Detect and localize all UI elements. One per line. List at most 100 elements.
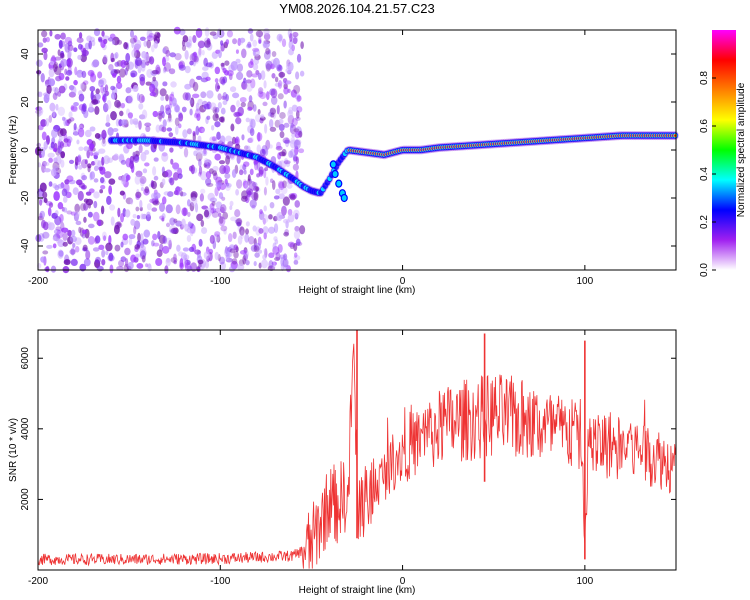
noise-speck — [50, 168, 57, 177]
noise-speck — [182, 247, 190, 252]
noise-speck — [41, 219, 46, 229]
noise-speck — [112, 72, 117, 78]
noise-speck — [57, 106, 66, 116]
noise-speck — [134, 150, 140, 157]
noise-speck — [157, 230, 161, 240]
spectrogram-x-label: Height of straight line (km) — [299, 285, 416, 296]
noise-speck — [168, 132, 174, 138]
y-tick-label: 6000 — [20, 347, 31, 370]
noise-speck — [168, 112, 172, 122]
noise-speck — [287, 241, 295, 248]
noise-speck — [192, 60, 196, 67]
noise-speck — [159, 88, 167, 97]
noise-speck — [167, 191, 174, 198]
noise-speck — [194, 249, 201, 255]
noise-speck — [217, 102, 222, 109]
noise-speck — [263, 80, 267, 89]
noise-speck — [294, 139, 302, 146]
noise-speck — [195, 108, 201, 118]
noise-speck — [252, 39, 258, 47]
noise-speck — [197, 135, 202, 143]
noise-speck — [138, 144, 143, 154]
noise-speck — [282, 264, 289, 270]
noise-speck — [267, 226, 276, 234]
noise-speck — [79, 203, 86, 212]
noise-speck — [139, 178, 145, 187]
noise-speck — [257, 249, 263, 254]
noise-speck — [129, 37, 137, 44]
noise-speck — [209, 31, 217, 36]
noise-speck — [171, 227, 177, 234]
noise-speck — [119, 110, 124, 117]
noise-speck — [209, 136, 216, 143]
noise-speck — [36, 70, 42, 75]
noise-speck — [74, 245, 80, 253]
noise-speck — [87, 69, 95, 77]
noise-speck — [140, 186, 144, 192]
noise-speck — [276, 104, 280, 115]
noise-speck — [277, 152, 282, 160]
y-tick-label: -40 — [20, 238, 31, 253]
noise-speck — [66, 59, 72, 66]
noise-speck — [214, 106, 220, 114]
noise-speck — [76, 155, 82, 166]
noise-speck — [129, 155, 134, 165]
noise-speck — [201, 49, 205, 56]
noise-speck — [48, 181, 53, 187]
noise-speck — [37, 162, 42, 168]
noise-speck — [203, 251, 210, 260]
noise-speck — [196, 266, 201, 273]
noise-speck — [216, 131, 221, 141]
noise-speck — [131, 38, 135, 49]
noise-speck — [276, 141, 282, 150]
noise-speck — [195, 125, 200, 136]
noise-speck — [280, 186, 288, 195]
noise-speck — [87, 211, 93, 218]
noise-speck — [218, 192, 224, 199]
noise-speck — [200, 188, 206, 194]
noise-speck — [292, 163, 299, 171]
noise-speck — [241, 48, 247, 59]
noise-speck — [49, 30, 53, 37]
noise-speck — [58, 72, 65, 81]
noise-speck — [197, 40, 206, 49]
noise-speck — [132, 213, 137, 219]
noise-speck — [105, 242, 113, 252]
noise-speck — [294, 200, 301, 208]
noise-speck — [62, 116, 66, 121]
noise-speck — [199, 193, 205, 202]
noise-speck — [112, 53, 118, 60]
x-tick-label: -200 — [28, 276, 48, 287]
noise-speck — [78, 146, 84, 152]
noise-speck — [283, 100, 287, 109]
noise-speck — [289, 124, 297, 135]
noise-speck — [198, 165, 203, 175]
noise-speck — [236, 71, 244, 81]
noise-speck — [70, 247, 75, 256]
noise-speck — [77, 54, 82, 60]
noise-speck — [252, 225, 257, 232]
noise-speck — [214, 66, 221, 75]
noise-speck — [145, 263, 149, 268]
noise-speck — [141, 95, 146, 103]
noise-speck — [271, 180, 276, 190]
noise-speck — [50, 141, 55, 149]
noise-speck — [114, 69, 121, 74]
noise-speck — [202, 66, 209, 71]
noise-speck — [153, 40, 158, 49]
noise-speck — [299, 225, 306, 235]
noise-speck — [130, 70, 138, 78]
noise-speck — [116, 75, 122, 84]
noise-speck — [94, 106, 100, 115]
noise-speck — [88, 40, 92, 50]
noise-speck — [90, 71, 94, 78]
noise-speck — [184, 65, 191, 74]
noise-speck — [53, 165, 59, 176]
noise-speck — [39, 199, 43, 206]
noise-speck — [49, 102, 56, 112]
noise-speck — [219, 216, 224, 224]
noise-speck — [180, 190, 184, 197]
noise-speck — [274, 239, 279, 245]
noise-speck — [145, 81, 152, 86]
noise-speck — [76, 37, 84, 44]
